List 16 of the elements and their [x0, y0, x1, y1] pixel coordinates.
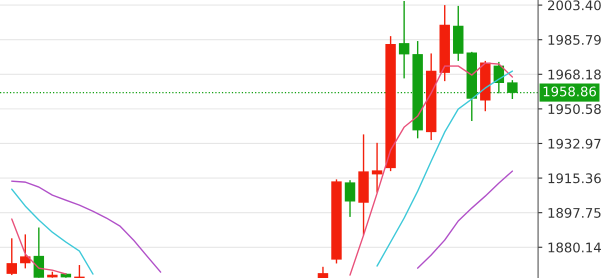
candlestick [344, 179, 356, 218]
y-tick-label: 2003.40 [548, 0, 601, 10]
y-tick-label: 1897.75 [548, 208, 601, 218]
candlestick [372, 142, 382, 194]
candlestick [6, 238, 17, 276]
y-tick-label: 1950.58 [548, 104, 601, 114]
y-tick-label: 1985.79 [548, 34, 601, 45]
y-tick-label: 1932.97 [548, 138, 601, 149]
candlestick [398, 0, 410, 80]
ref-line-label: 1958.86 [544, 86, 596, 96]
y-tick-label: 1915.36 [548, 173, 601, 184]
y-tick-label: 1880.14 [548, 242, 601, 252]
candlestick [74, 264, 85, 278]
candlestick [34, 226, 44, 278]
candlestick [318, 266, 328, 278]
y-tick-label: 1968.18 [548, 70, 601, 80]
